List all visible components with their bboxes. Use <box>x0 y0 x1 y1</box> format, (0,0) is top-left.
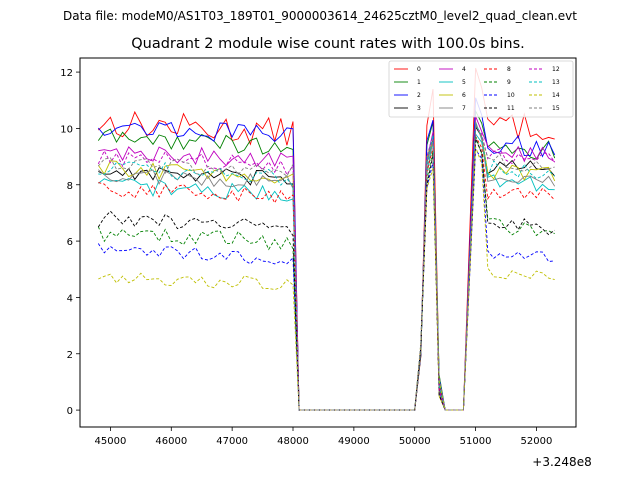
plot-frame <box>79 57 577 428</box>
series-line-1 <box>97 109 556 411</box>
y-tick-label: 2 <box>67 350 73 361</box>
x-offset-label: +3.248e8 <box>532 455 591 469</box>
legend-label-15: 15 <box>552 105 560 112</box>
series-line-11 <box>97 138 555 411</box>
axis-layer: 45000 46000 47000 48000 49000 50000 51000 52000… <box>60 68 552 447</box>
legend-box <box>388 60 574 118</box>
series-line-9 <box>97 137 555 411</box>
legend-label-13: 13 <box>552 79 560 86</box>
legend-label-5: 5 <box>462 79 466 86</box>
x-tick-label: 48000 <box>277 436 309 447</box>
legend-label-7: 7 <box>462 105 466 112</box>
chart-title: Quadrant 2 module wise count rates with … <box>131 36 525 52</box>
series-line-4 <box>98 116 555 411</box>
y-tick-label: 8 <box>67 181 73 192</box>
series-line-2 <box>97 97 556 411</box>
x-tick-label: 51000 <box>460 436 492 447</box>
series-line-15 <box>97 123 555 411</box>
series-layer <box>97 67 556 411</box>
y-tick-label: 12 <box>60 68 73 79</box>
x-tick-label: 52000 <box>521 436 553 447</box>
data-file-label: Data file: modeM0/AS1T03_189T01_90000036… <box>63 9 577 23</box>
series-line-8 <box>98 134 556 411</box>
legend-label-8: 8 <box>507 66 511 73</box>
legend-label-11: 11 <box>507 105 515 112</box>
x-tick-label: 49000 <box>338 436 370 447</box>
legend-label-9: 9 <box>507 79 511 86</box>
legend-label-2: 2 <box>417 92 421 99</box>
legend-label-1: 1 <box>417 79 421 86</box>
x-tick-label: 47000 <box>216 436 248 447</box>
legend-label-6: 6 <box>462 92 466 99</box>
legend-label-0: 0 <box>417 66 421 73</box>
x-tick-label: 45000 <box>95 436 127 447</box>
y-tick-label: 10 <box>60 124 73 135</box>
y-tick-label: 4 <box>67 293 73 304</box>
series-line-5 <box>98 132 555 411</box>
legend-label-4: 4 <box>462 66 466 73</box>
x-tick-label: 50000 <box>399 436 431 447</box>
legend-label-12: 12 <box>552 66 560 73</box>
series-line-14 <box>98 146 555 411</box>
series-line-13 <box>98 123 555 411</box>
y-tick-label: 0 <box>67 406 73 417</box>
x-tick-label: 46000 <box>155 436 187 447</box>
legend-label-3: 3 <box>417 105 421 112</box>
legend-label-10: 10 <box>507 92 515 99</box>
y-tick-label: 6 <box>67 237 73 248</box>
series-line-10 <box>97 147 555 411</box>
legend-label-14: 14 <box>552 92 560 99</box>
